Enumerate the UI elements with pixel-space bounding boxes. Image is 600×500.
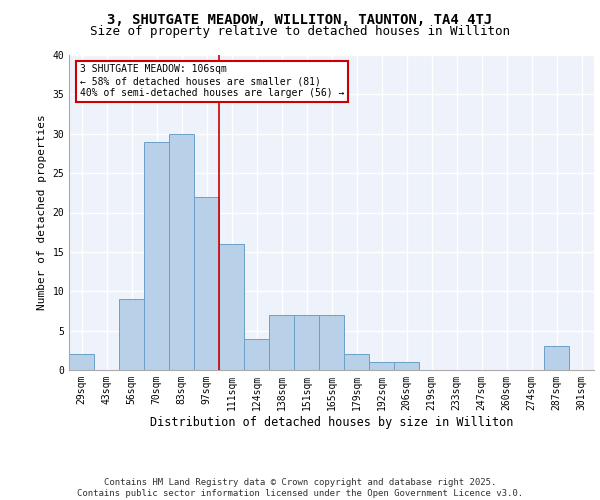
Bar <box>144 142 169 370</box>
Text: 3, SHUTGATE MEADOW, WILLITON, TAUNTON, TA4 4TJ: 3, SHUTGATE MEADOW, WILLITON, TAUNTON, T… <box>107 12 493 26</box>
Bar <box>269 315 294 370</box>
Text: 3 SHUTGATE MEADOW: 106sqm
← 58% of detached houses are smaller (81)
40% of semi-: 3 SHUTGATE MEADOW: 106sqm ← 58% of detac… <box>79 64 344 98</box>
Bar <box>344 354 369 370</box>
Bar <box>219 244 244 370</box>
Text: Size of property relative to detached houses in Williton: Size of property relative to detached ho… <box>90 25 510 38</box>
Bar <box>119 299 144 370</box>
Bar <box>544 346 569 370</box>
Bar <box>194 196 219 370</box>
Y-axis label: Number of detached properties: Number of detached properties <box>37 114 47 310</box>
Bar <box>294 315 319 370</box>
Bar <box>244 338 269 370</box>
X-axis label: Distribution of detached houses by size in Williton: Distribution of detached houses by size … <box>150 416 513 428</box>
Bar <box>394 362 419 370</box>
Bar <box>369 362 394 370</box>
Bar <box>319 315 344 370</box>
Text: Contains HM Land Registry data © Crown copyright and database right 2025.
Contai: Contains HM Land Registry data © Crown c… <box>77 478 523 498</box>
Bar <box>169 134 194 370</box>
Bar <box>69 354 94 370</box>
